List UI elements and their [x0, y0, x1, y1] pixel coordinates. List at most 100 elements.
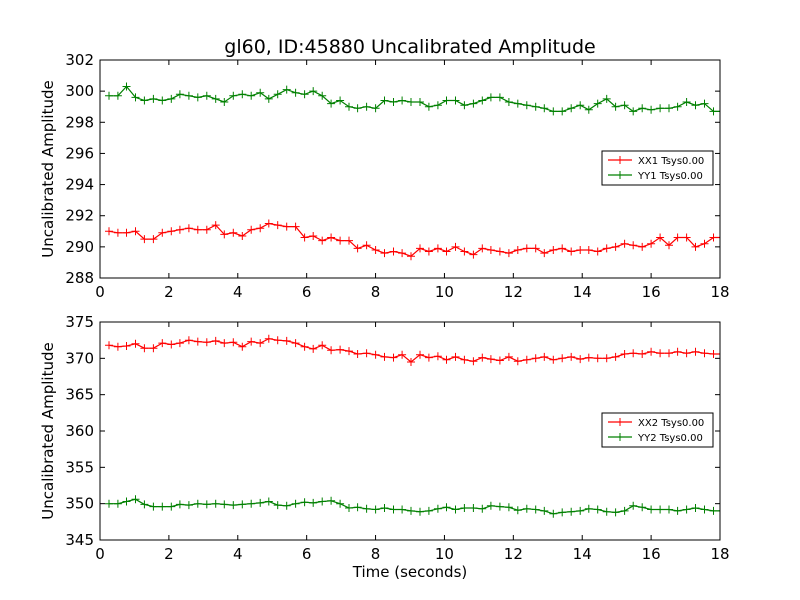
- data-point: [665, 505, 673, 514]
- data-point: [336, 345, 345, 354]
- data-point: [691, 347, 700, 356]
- legend-marker: [616, 418, 624, 426]
- y-tick-label: 375: [65, 313, 94, 331]
- data-point: [175, 339, 184, 348]
- data-point: [345, 102, 353, 111]
- data-point: [264, 334, 273, 343]
- bottom-subplot: 0 2 4 6 8 10 12 14 16 18 345 350 355 360 365 370 375 Unca…: [39, 313, 730, 563]
- data-point: [371, 104, 380, 113]
- x-tick-label: 2: [164, 283, 174, 301]
- x-tick-label: 18: [710, 283, 729, 301]
- data-point: [380, 249, 389, 258]
- data-point: [389, 505, 398, 514]
- data-point: [620, 101, 629, 110]
- data-point: [682, 505, 691, 514]
- data-point: [656, 233, 665, 242]
- data-point: [424, 102, 433, 111]
- data-point: [469, 357, 478, 366]
- data-point: [220, 339, 229, 348]
- data-point: [122, 82, 131, 91]
- data-point: [495, 93, 504, 102]
- data-point: [718, 237, 720, 238]
- data-point: [149, 235, 158, 244]
- data-point: [540, 506, 549, 515]
- data-point: [638, 350, 647, 358]
- x-tick-label: 12: [504, 283, 523, 301]
- data-point: [309, 498, 318, 507]
- data-point: [460, 355, 469, 364]
- y-tick-label: 298: [65, 113, 94, 131]
- data-point: [282, 501, 291, 510]
- data-point: [175, 225, 184, 234]
- data-point: [247, 225, 256, 234]
- data-point: [353, 503, 362, 512]
- data-point: [451, 505, 460, 514]
- y-tick-label: 365: [65, 386, 94, 404]
- x-axis-label: Time (seconds): [352, 563, 468, 581]
- data-point: [451, 96, 460, 105]
- data-point: [486, 355, 495, 364]
- x-tick-label: 14: [573, 545, 592, 563]
- data-point: [486, 246, 495, 254]
- data-point: [691, 242, 700, 251]
- data-point: [380, 504, 389, 512]
- plot-frame: [99, 59, 721, 279]
- series-xx2-tsys0-00: [105, 334, 720, 366]
- data-point: [424, 353, 433, 362]
- data-point: [700, 99, 709, 108]
- y-tick-label: 296: [65, 144, 94, 162]
- data-point: [673, 347, 682, 356]
- data-point: [522, 355, 531, 364]
- data-point: [122, 228, 131, 237]
- data-point: [398, 350, 407, 359]
- data-point: [229, 338, 238, 347]
- data-point: [416, 350, 424, 359]
- data-point: [460, 247, 469, 256]
- data-point: [362, 102, 371, 111]
- data-point: [486, 501, 495, 510]
- data-point: [184, 91, 193, 100]
- y-tick-label: 292: [65, 207, 94, 225]
- data-point: [442, 503, 451, 512]
- data-point: [513, 246, 522, 254]
- data-point: [140, 235, 149, 244]
- data-point: [371, 246, 380, 254]
- data-point: [327, 99, 336, 108]
- x-tick-label: 12: [504, 545, 523, 563]
- data-point: [362, 241, 371, 250]
- data-point: [513, 357, 522, 366]
- data-point: [122, 497, 131, 506]
- y-tick-label: 300: [65, 82, 94, 100]
- data-point: [673, 233, 682, 242]
- data-point: [202, 91, 211, 100]
- data-point: [327, 346, 336, 355]
- data-point: [584, 504, 593, 513]
- data-point: [656, 104, 665, 113]
- data-point: [131, 227, 140, 236]
- data-point: [140, 96, 149, 105]
- data-point: [202, 338, 211, 347]
- data-point: [442, 96, 451, 105]
- y-tick-label: 288: [65, 269, 94, 287]
- x-tick-label: 0: [95, 545, 105, 563]
- data-point: [665, 104, 673, 113]
- data-point: [513, 99, 522, 108]
- data-point: [567, 247, 576, 256]
- data-point: [175, 90, 184, 99]
- series-line: [109, 498, 720, 515]
- data-point: [460, 101, 469, 110]
- data-point: [238, 90, 247, 99]
- data-point: [682, 98, 691, 106]
- data-point: [167, 340, 176, 349]
- data-point: [593, 99, 602, 108]
- data-point: [416, 98, 424, 106]
- data-point: [380, 352, 389, 361]
- data-point: [495, 502, 504, 511]
- data-point: [638, 503, 647, 512]
- data-point: [229, 228, 238, 237]
- data-point: [549, 107, 558, 116]
- data-point: [620, 350, 629, 358]
- data-point: [389, 247, 398, 256]
- data-point: [318, 91, 327, 100]
- top-subplot: 0 2 4 6 8 10 12 14 16 18 288 290 292 294 296 298 300 302 U…: [39, 51, 730, 301]
